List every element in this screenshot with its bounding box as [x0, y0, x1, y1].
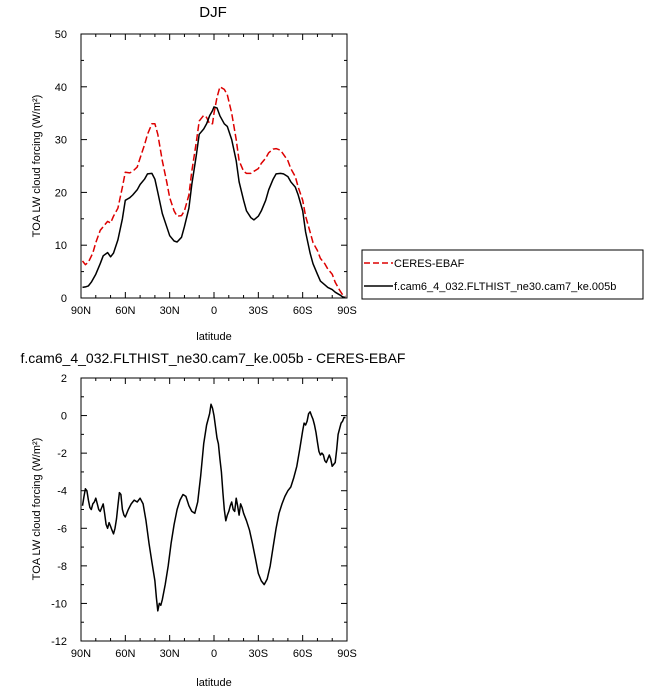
bottom-y-tick-label: 0 — [61, 411, 67, 423]
bottom-x-tick-label: 0 — [211, 648, 217, 660]
bottom-chart-title: f.cam6_4_032.FLTHIST_ne30.cam7_ke.005b -… — [21, 350, 406, 366]
top-x-tick-label: 90N — [71, 305, 91, 317]
top-x-tick-label: 0 — [211, 305, 217, 317]
bottom-y-tick-label: -10 — [51, 598, 67, 610]
bottom-series-difference-line — [81, 403, 346, 612]
top-y-tick-label: 30 — [55, 135, 67, 147]
top-x-axis-label: latitude — [196, 331, 231, 343]
bottom-x-tick-label: 60S — [293, 648, 313, 660]
top-series-ceres-ebaf-line — [81, 86, 346, 298]
bottom-y-tick-label: -6 — [57, 523, 67, 535]
legend-box — [361, 249, 644, 300]
bottom-y-tick-label: -4 — [57, 486, 67, 498]
top-plot-frame — [80, 33, 348, 299]
bottom-y-tick-label: -2 — [57, 448, 67, 460]
top-x-tick-label: 90S — [337, 305, 357, 317]
top-series-model-line — [82, 106, 346, 299]
top-x-tick-label: 30S — [249, 305, 269, 317]
bottom-x-tick-label: 60N — [115, 648, 135, 660]
top-x-tick-label: 60N — [115, 305, 135, 317]
top-y-axis-label: TOA LW cloud forcing (W/m²) — [31, 95, 43, 238]
top-y-tick-label: 40 — [55, 82, 67, 94]
bottom-x-tick-label: 90N — [71, 648, 91, 660]
bottom-y-axis-label: TOA LW cloud forcing (W/m²) — [31, 438, 43, 581]
bottom-y-tick-label: -8 — [57, 561, 67, 573]
top-y-tick-label: 0 — [61, 293, 67, 305]
bottom-y-tick-label: 2 — [61, 373, 67, 385]
top-y-tick-label: 50 — [55, 29, 67, 41]
top-chart-title: DJF — [199, 4, 227, 21]
bottom-x-tick-label: 30S — [249, 648, 269, 660]
legend-label-model: f.cam6_4_032.FLTHIST_ne30.cam7_ke.005b — [394, 281, 616, 293]
bottom-x-tick-label: 30N — [160, 648, 180, 660]
bottom-y-tick-label: -12 — [51, 636, 67, 648]
legend: CERES-EBAF f.cam6_4_032.FLTHIST_ne30.cam… — [361, 249, 644, 300]
legend-label-ceres: CERES-EBAF — [394, 258, 465, 270]
top-x-tick-label: 60S — [293, 305, 313, 317]
top-x-tick-label: 30N — [160, 305, 180, 317]
bottom-x-tick-label: 90S — [337, 648, 357, 660]
top-y-tick-label: 20 — [55, 187, 67, 199]
top-y-tick-label: 10 — [55, 240, 67, 252]
bottom-x-axis-label: latitude — [196, 677, 231, 689]
